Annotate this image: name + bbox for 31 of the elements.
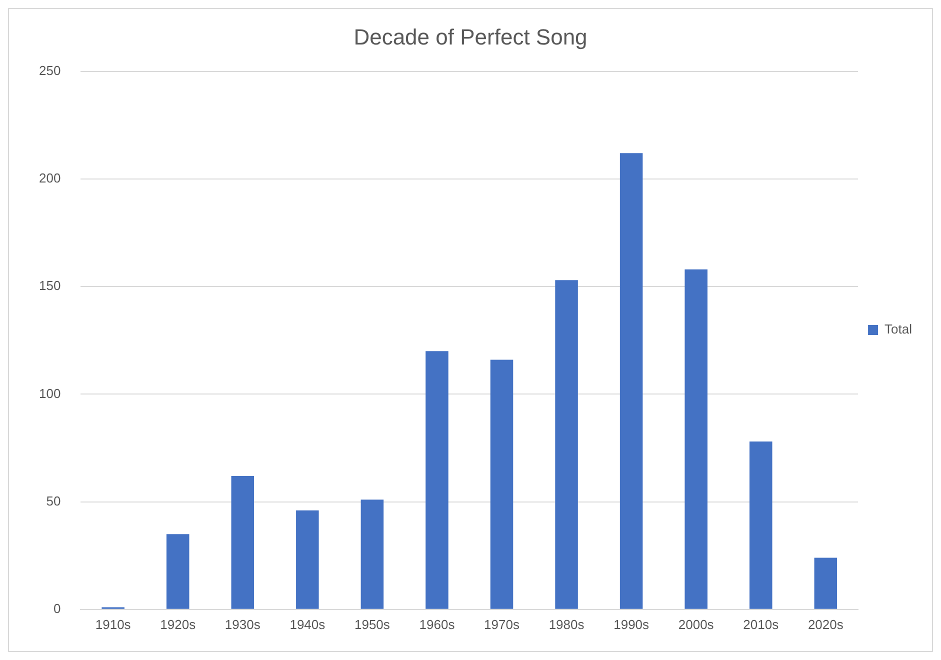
- x-tick-label: 1950s: [354, 616, 390, 632]
- chart-title: Decade of Perfect Song: [354, 24, 588, 50]
- y-tick-label: 50: [46, 493, 61, 508]
- y-tick-label: 150: [38, 278, 61, 294]
- bar: [814, 558, 838, 609]
- y-tick-label: 250: [38, 62, 61, 78]
- x-tick-label: 1930s: [224, 616, 261, 632]
- bar: [684, 269, 708, 609]
- x-tick-label: 1970s: [484, 616, 520, 632]
- x-tick-label: 1940s: [290, 616, 326, 632]
- bar: [426, 351, 448, 609]
- bar: [749, 442, 772, 609]
- x-tick-label: 1920s: [160, 616, 196, 632]
- bar: [231, 476, 254, 609]
- x-tick-label: 1980s: [548, 616, 585, 632]
- x-tick-label: 1990s: [614, 616, 650, 632]
- x-tick-label: 1960s: [419, 616, 456, 632]
- bar: [490, 360, 514, 609]
- y-tick-label: 0: [53, 600, 61, 616]
- y-tick-label: 100: [38, 386, 61, 401]
- legend-label: Total: [884, 322, 912, 337]
- x-tick-label: 2020s: [808, 616, 844, 632]
- x-tick-label: 1910s: [95, 616, 132, 632]
- bar: [555, 280, 578, 609]
- bar: [620, 153, 643, 609]
- bar: [296, 510, 319, 609]
- bar: [166, 534, 190, 609]
- x-tick-label: 2010s: [743, 616, 780, 632]
- x-tick-label: 2000s: [678, 616, 714, 632]
- bar: [360, 500, 384, 609]
- y-tick-label: 200: [38, 170, 61, 186]
